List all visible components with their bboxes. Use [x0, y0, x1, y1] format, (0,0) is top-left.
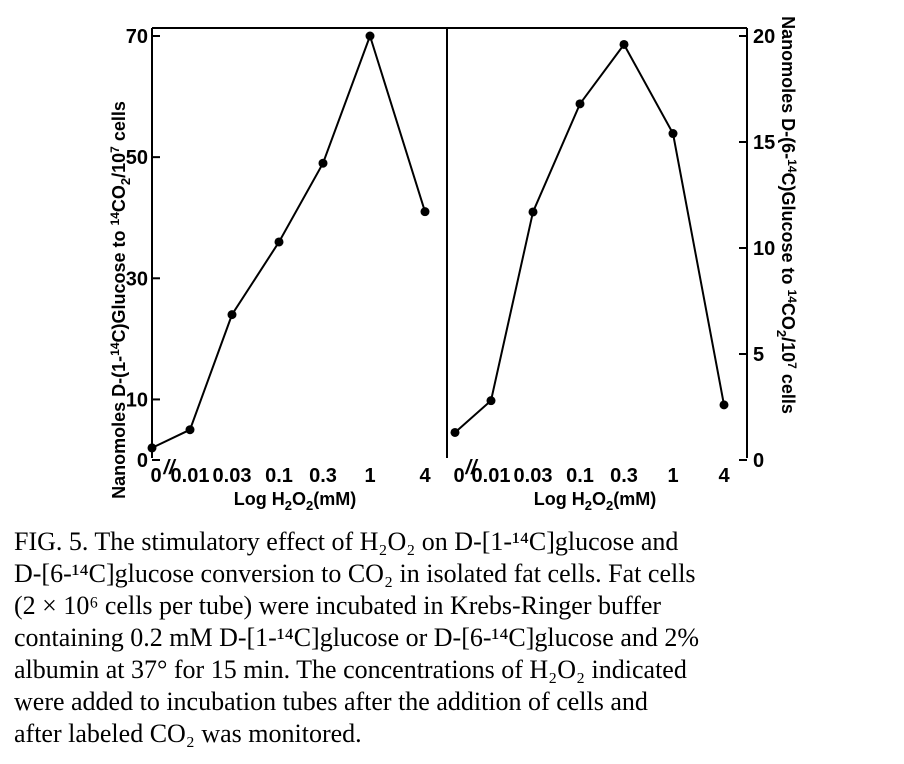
right-series-line: [454, 42, 725, 434]
left-data-point: [420, 207, 430, 217]
caption-line: (2 × 10⁶ cells per tube) were incubated …: [14, 591, 662, 620]
right-x-axis-label: Log H2O2(mM): [534, 489, 656, 513]
left-y-tick-label: 50: [126, 147, 148, 169]
left-data-point: [318, 158, 328, 168]
left-x-axis-label: Log H2O2(mM): [234, 489, 356, 513]
left-y-tick-label: 30: [126, 268, 148, 290]
left-y-tick-label: 0: [137, 450, 148, 472]
right-y-tick-label: 0: [753, 450, 764, 472]
left-x-tick-label: 0.1: [265, 465, 293, 487]
right-x-tick-label: 0: [453, 465, 464, 487]
left-x-tick-label: 0.01: [171, 465, 210, 487]
left-y-axis-label: Nanomoles D-(1-14C)Glucose to 14CO2/107 …: [108, 101, 133, 499]
right-x-tick-label: 0.1: [566, 465, 594, 487]
caption-line: after labeled CO₂ was monitored.: [14, 719, 362, 748]
left-x-tick-label: 0.03: [213, 465, 252, 487]
left-y-tick-label: 10: [126, 389, 148, 411]
caption-line: FIG. 5. The stimulatory effect of H₂O₂ o…: [14, 527, 679, 556]
left-data-point: [274, 237, 284, 247]
left-x-tick-label: 0: [150, 465, 161, 487]
right-data-point: [528, 207, 538, 217]
right-x-tick-label: 0.03: [514, 465, 553, 487]
right-y-tick-label: 15: [753, 132, 775, 154]
caption-line: D-[6-¹⁴C]glucose conversion to CO₂ in is…: [14, 559, 696, 588]
right-axis-break-mark: //: [464, 457, 479, 479]
right-panel: 0 5 10 15 20 0 0.01 0.03 0.1 0.3 1 4 //: [450, 26, 775, 487]
left-series-line: [151, 32, 426, 449]
right-y-tick-label: 5: [753, 344, 764, 366]
caption-line: containing 0.2 mM D-[1-¹⁴C]glucose or D-…: [14, 623, 700, 652]
right-x-tick-label: 1: [667, 465, 678, 487]
left-data-point: [227, 310, 237, 320]
right-data-point: [668, 129, 678, 139]
left-x-tick-label: 1: [364, 465, 375, 487]
right-x-tick-label: 4: [718, 465, 730, 487]
left-x-tick-label: 0.3: [309, 465, 337, 487]
left-data-point: [185, 425, 195, 435]
right-y-tick-label: 10: [753, 238, 775, 260]
caption-line: albumin at 37° for 15 min. The concentra…: [14, 655, 687, 684]
right-y-axis-label: Nanomoles D-(6-14C)Glucose to 14CO2/107 …: [774, 16, 799, 414]
right-data-point: [619, 39, 629, 49]
caption-line: were added to incubation tubes after the…: [14, 687, 648, 716]
right-data-point: [486, 396, 496, 406]
plot-frame: [151, 27, 748, 458]
left-x-tick-label: 4: [419, 465, 431, 487]
right-data-point: [450, 427, 460, 437]
right-x-tick-label: 0.3: [610, 465, 638, 487]
left-y-tick-label: 70: [126, 26, 148, 48]
left-panel: 0 10 30 50 70 0 0.01 0.03 0.1 0.3 1 4 //: [126, 26, 432, 487]
left-axis-break-mark: //: [162, 457, 177, 479]
right-data-point: [575, 99, 585, 109]
figure-caption: FIG. 5. The stimulatory effect of H₂O₂ o…: [14, 526, 896, 750]
right-x-tick-label: 0.01: [472, 465, 511, 487]
left-data-point: [147, 443, 157, 453]
left-data-point: [365, 31, 375, 41]
right-y-tick-label: 20: [753, 26, 775, 48]
right-data-point: [719, 400, 729, 410]
